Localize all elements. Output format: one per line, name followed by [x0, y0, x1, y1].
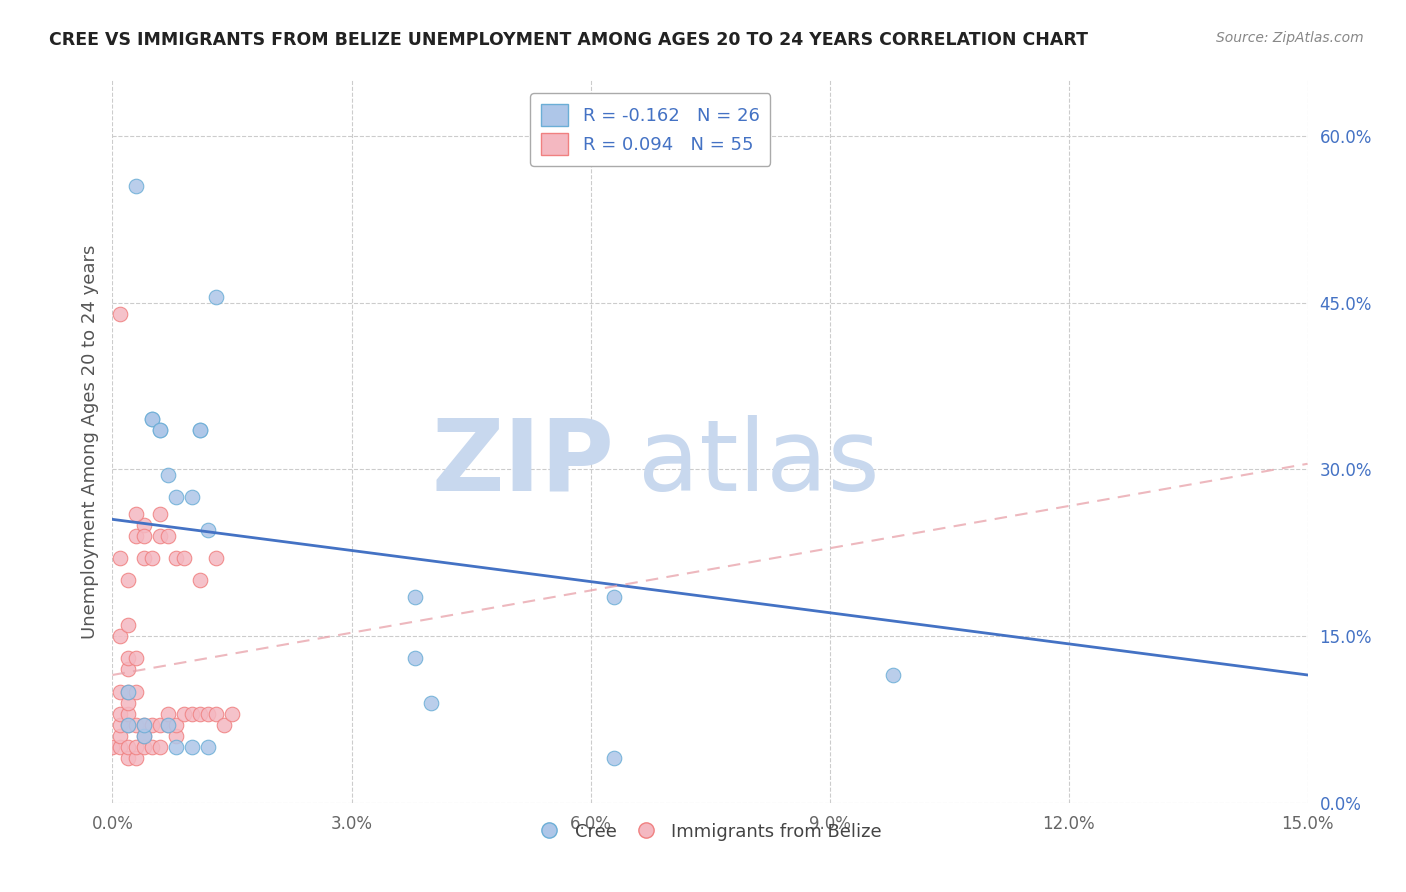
Point	[125, 684, 148, 698]
Point	[149, 507, 172, 521]
Point	[212, 718, 235, 732]
Point	[149, 529, 172, 543]
Point	[110, 629, 132, 643]
Point	[110, 684, 132, 698]
Point	[110, 718, 132, 732]
Point	[134, 718, 156, 732]
Point	[149, 740, 172, 755]
Point	[173, 706, 195, 721]
Point	[110, 307, 132, 321]
Point	[181, 706, 204, 721]
Point	[404, 651, 426, 665]
Point	[110, 740, 132, 755]
Point	[165, 551, 187, 566]
Point	[181, 490, 204, 504]
Point	[165, 490, 187, 504]
Legend: Cree, Immigrants from Belize: Cree, Immigrants from Belize	[531, 815, 889, 848]
Point	[157, 467, 180, 482]
Point	[197, 706, 219, 721]
Point	[420, 696, 443, 710]
Point	[165, 729, 187, 743]
Point	[117, 751, 139, 765]
Point	[134, 529, 156, 543]
Point	[117, 684, 139, 698]
Point	[882, 668, 904, 682]
Point	[134, 517, 156, 532]
Point	[165, 718, 187, 732]
Point	[173, 551, 195, 566]
Point	[141, 718, 163, 732]
Point	[117, 696, 139, 710]
Point	[188, 424, 211, 438]
Point	[125, 507, 148, 521]
Point	[125, 740, 148, 755]
Point	[125, 178, 148, 193]
Point	[134, 718, 156, 732]
Y-axis label: Unemployment Among Ages 20 to 24 years: Unemployment Among Ages 20 to 24 years	[80, 244, 98, 639]
Point	[125, 651, 148, 665]
Point	[603, 590, 626, 604]
Point	[117, 740, 139, 755]
Point	[188, 424, 211, 438]
Text: ZIP: ZIP	[432, 415, 614, 512]
Point	[101, 740, 124, 755]
Point	[404, 590, 426, 604]
Point	[197, 740, 219, 755]
Point	[125, 529, 148, 543]
Point	[157, 706, 180, 721]
Point	[117, 706, 139, 721]
Point	[117, 651, 139, 665]
Point	[149, 424, 172, 438]
Point	[188, 706, 211, 721]
Point	[221, 706, 243, 721]
Point	[205, 706, 228, 721]
Point	[141, 740, 163, 755]
Point	[157, 529, 180, 543]
Point	[157, 718, 180, 732]
Point	[141, 412, 163, 426]
Point	[205, 551, 228, 566]
Point	[117, 662, 139, 676]
Point	[110, 729, 132, 743]
Point	[205, 290, 228, 304]
Point	[165, 740, 187, 755]
Point	[149, 718, 172, 732]
Text: CREE VS IMMIGRANTS FROM BELIZE UNEMPLOYMENT AMONG AGES 20 TO 24 YEARS CORRELATIO: CREE VS IMMIGRANTS FROM BELIZE UNEMPLOYM…	[49, 31, 1088, 49]
Point	[141, 412, 163, 426]
Point	[134, 740, 156, 755]
Point	[181, 740, 204, 755]
Point	[117, 718, 139, 732]
Point	[125, 718, 148, 732]
Point	[117, 684, 139, 698]
Point	[110, 706, 132, 721]
Point	[188, 574, 211, 588]
Point	[141, 551, 163, 566]
Point	[117, 718, 139, 732]
Text: Source: ZipAtlas.com: Source: ZipAtlas.com	[1216, 31, 1364, 45]
Text: atlas: atlas	[638, 415, 880, 512]
Point	[117, 574, 139, 588]
Point	[117, 618, 139, 632]
Point	[603, 751, 626, 765]
Point	[110, 551, 132, 566]
Point	[125, 751, 148, 765]
Point	[149, 424, 172, 438]
Point	[134, 729, 156, 743]
Point	[134, 551, 156, 566]
Point	[134, 729, 156, 743]
Point	[157, 718, 180, 732]
Point	[197, 524, 219, 538]
